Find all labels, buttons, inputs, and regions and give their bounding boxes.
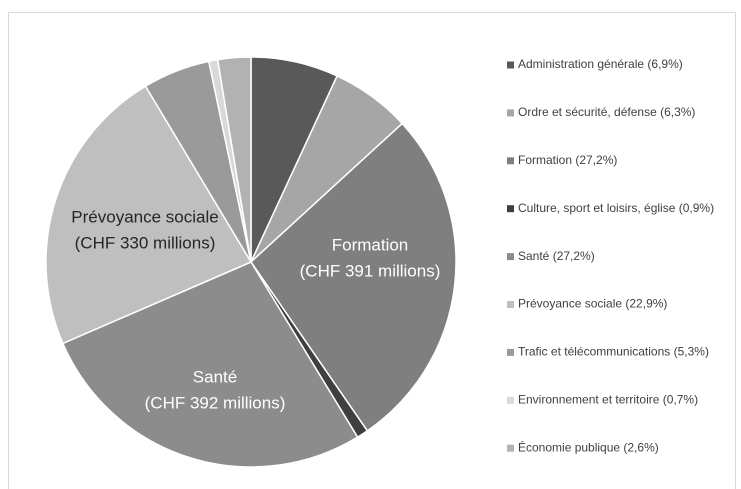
legend-label: Trafic et télécommunications (5,3%) <box>518 345 709 359</box>
chart-frame <box>8 12 736 489</box>
legend-swatch <box>507 444 514 452</box>
slice-annotation: (CHF 391 millions) <box>300 261 441 280</box>
legend-swatch <box>507 253 514 261</box>
pie-slice <box>216 56 252 263</box>
slice-annotation: (CHF 330 millions) <box>75 233 216 252</box>
pie-slice <box>61 261 359 468</box>
legend-label: Économie publique (2,6%) <box>518 439 659 454</box>
legend-swatch <box>507 301 514 308</box>
legend-swatch <box>507 205 514 213</box>
legend-label: Santé (27,2%) <box>518 249 595 263</box>
pie-slice <box>45 85 253 345</box>
legend-label: Ordre et sécurité, défense (6,3%) <box>518 105 695 119</box>
legend-swatch <box>507 157 514 165</box>
legend-label: Administration générale (6,9%) <box>518 57 683 71</box>
slice-annotation: Prévoyance sociale <box>71 207 218 226</box>
legend-swatch <box>507 396 514 404</box>
legend-label: Environnement et territoire (0,7%) <box>518 392 698 406</box>
pie-slice <box>250 122 457 432</box>
slice-annotation: (CHF 392 millions) <box>145 393 286 412</box>
legend-label: Culture, sport et loisirs, église (0,9%) <box>518 201 714 215</box>
legend-swatch <box>507 61 514 69</box>
legend-label: Prévoyance sociale (22,9%) <box>518 297 667 311</box>
legend-label: Formation (27,2%) <box>518 153 617 167</box>
slice-annotation: Santé <box>193 367 237 386</box>
legend-swatch <box>507 348 514 356</box>
slice-annotation: Formation <box>332 235 409 254</box>
legend-swatch <box>507 109 514 117</box>
